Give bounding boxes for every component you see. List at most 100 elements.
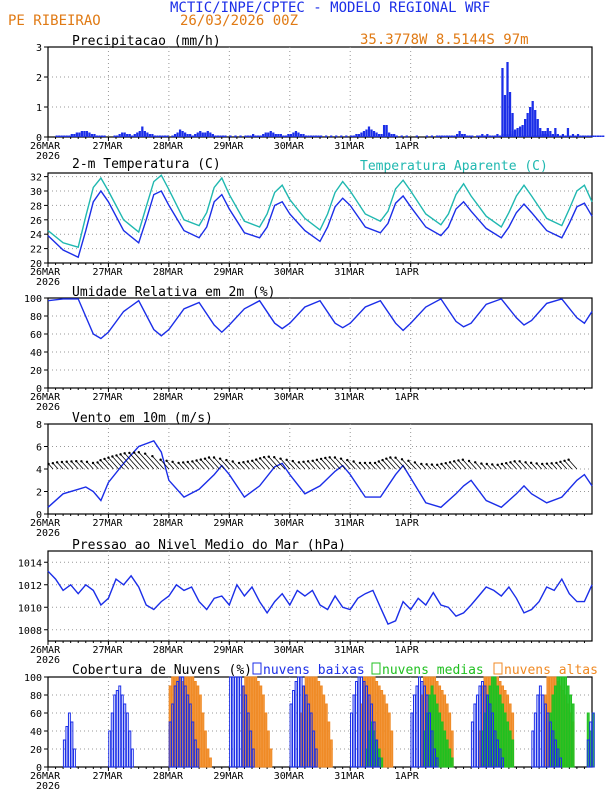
cloud-low-bar bbox=[292, 690, 295, 768]
precip-bar bbox=[292, 132, 295, 137]
wind-arrow bbox=[514, 461, 522, 470]
wind-arrow-head bbox=[385, 457, 388, 460]
wind-arrow bbox=[298, 462, 306, 470]
series-line-temperatura-aparente bbox=[47, 174, 593, 249]
wind-arrow-head bbox=[413, 461, 417, 464]
precip-bar bbox=[491, 135, 494, 137]
cloud-high-bar bbox=[329, 739, 333, 768]
wind-arrow-head bbox=[430, 463, 434, 466]
wind-arrow-head bbox=[518, 460, 521, 463]
wind-arrow bbox=[144, 453, 160, 470]
precip-bar bbox=[496, 135, 499, 137]
cloud-low-bar bbox=[554, 739, 557, 768]
y-tick-label: 1014 bbox=[18, 558, 42, 569]
wind-arrow bbox=[303, 461, 311, 470]
y-tick-label: 20 bbox=[30, 366, 42, 377]
wind-arrow bbox=[334, 457, 346, 470]
x-tick-label: 29MAR bbox=[213, 518, 244, 529]
precip-bar bbox=[335, 135, 338, 137]
cloud-high-bar bbox=[382, 694, 386, 768]
wind-arrow-head bbox=[328, 456, 331, 459]
precip-bar bbox=[246, 135, 250, 137]
precip-bar bbox=[574, 135, 577, 137]
wind-arrow-head bbox=[267, 455, 270, 458]
wind-arrow-head bbox=[363, 461, 367, 465]
cloud-low-bar bbox=[372, 721, 376, 768]
panel-6: 26MAR 27MAR 28MAR 29MAR 30MAR 31MAR 1APR 2026 0 2… bbox=[24, 673, 595, 792]
wind-arrow-head bbox=[143, 452, 147, 455]
precip-bar bbox=[161, 135, 164, 137]
precip-bar bbox=[468, 135, 471, 137]
precip-bar bbox=[184, 132, 187, 137]
wind-arrow-head bbox=[199, 458, 202, 461]
cloud-mid-bar bbox=[511, 739, 515, 768]
cloud-low-bar bbox=[241, 685, 245, 768]
panel-5: 26MAR 27MAR 28MAR 29MAR 30MAR 31MAR 1APR 2026 10… bbox=[18, 550, 593, 666]
precip-bar bbox=[88, 132, 91, 137]
precip-bar bbox=[463, 134, 466, 137]
precip-bar bbox=[516, 128, 519, 137]
wind-arrow-head bbox=[107, 456, 110, 459]
cloud-high-bar bbox=[259, 685, 263, 768]
precip-bar bbox=[211, 134, 214, 137]
cloud-low-bar bbox=[171, 703, 175, 768]
cloud-low-bar bbox=[425, 694, 429, 768]
x-tick-label: 29MAR bbox=[213, 645, 244, 656]
precip-bar bbox=[65, 135, 68, 137]
precip-bar bbox=[297, 132, 300, 137]
wind-arrow bbox=[449, 462, 457, 470]
panel-2-legend: Temperatura Aparente (C) bbox=[360, 159, 548, 174]
wind-arrow bbox=[458, 460, 467, 470]
precip-peak-bar bbox=[501, 68, 504, 137]
wind-arrow-head bbox=[242, 461, 245, 464]
cloud-high-bar bbox=[322, 694, 326, 768]
precip-bar bbox=[390, 134, 393, 137]
precip-bar bbox=[98, 135, 101, 137]
precip-bar bbox=[244, 135, 247, 137]
wind-arrow bbox=[560, 461, 568, 470]
precip-bar bbox=[136, 132, 139, 137]
precip-bar bbox=[340, 135, 343, 137]
precip-bar bbox=[586, 135, 590, 137]
y-tick-label: 6 bbox=[36, 443, 42, 454]
precip-bar bbox=[435, 135, 439, 137]
wind-arrow-head bbox=[444, 461, 447, 465]
precip-bar bbox=[304, 135, 308, 137]
cloud-low-bar bbox=[178, 676, 182, 768]
precip-bar bbox=[367, 126, 371, 137]
wind-arrow-head bbox=[457, 459, 460, 462]
y-tick-label: 26 bbox=[30, 216, 42, 227]
precip-peak-bar bbox=[506, 62, 509, 137]
cloud-mid-bar bbox=[508, 730, 512, 768]
cloud-high-bar bbox=[317, 681, 321, 768]
cloud-low-bar bbox=[244, 694, 248, 768]
legend-high-swatch bbox=[493, 662, 503, 675]
wind-arrow-head bbox=[246, 460, 250, 463]
wind-arrow bbox=[255, 459, 265, 470]
precip-bar bbox=[269, 131, 272, 137]
cloud-high-bar bbox=[203, 730, 207, 768]
wind-arrow bbox=[312, 460, 321, 470]
wind-arrow bbox=[152, 455, 165, 470]
wind-arrow-head bbox=[400, 458, 404, 461]
precip-bar bbox=[544, 134, 547, 137]
wind-arrow bbox=[196, 460, 205, 470]
x-tick-label: 28MAR bbox=[153, 141, 184, 152]
cloud-low-bar bbox=[531, 730, 535, 768]
y-tick-label: 1 bbox=[36, 103, 42, 114]
cloud-low-bar bbox=[475, 694, 479, 768]
cloud-high-bar bbox=[261, 694, 265, 768]
precip-peak-bar bbox=[511, 113, 514, 137]
precip-bar bbox=[584, 135, 587, 137]
wind-arrow-head bbox=[186, 460, 189, 464]
cloud-low-bar bbox=[70, 721, 74, 768]
wind-arrow-head bbox=[181, 461, 185, 464]
precip-bar bbox=[158, 135, 162, 137]
x-tick-label: 30MAR bbox=[274, 771, 305, 782]
wind-arrow bbox=[273, 456, 286, 470]
precip-bar bbox=[513, 129, 517, 137]
panel-2: 26MAR 27MAR 28MAR 29MAR 30MAR 31MAR 1APR202620… bbox=[30, 172, 593, 288]
wind-arrow bbox=[124, 453, 139, 470]
legend-high-clouds: nuvens altas bbox=[504, 663, 598, 678]
wind-arrow-head bbox=[524, 461, 527, 464]
